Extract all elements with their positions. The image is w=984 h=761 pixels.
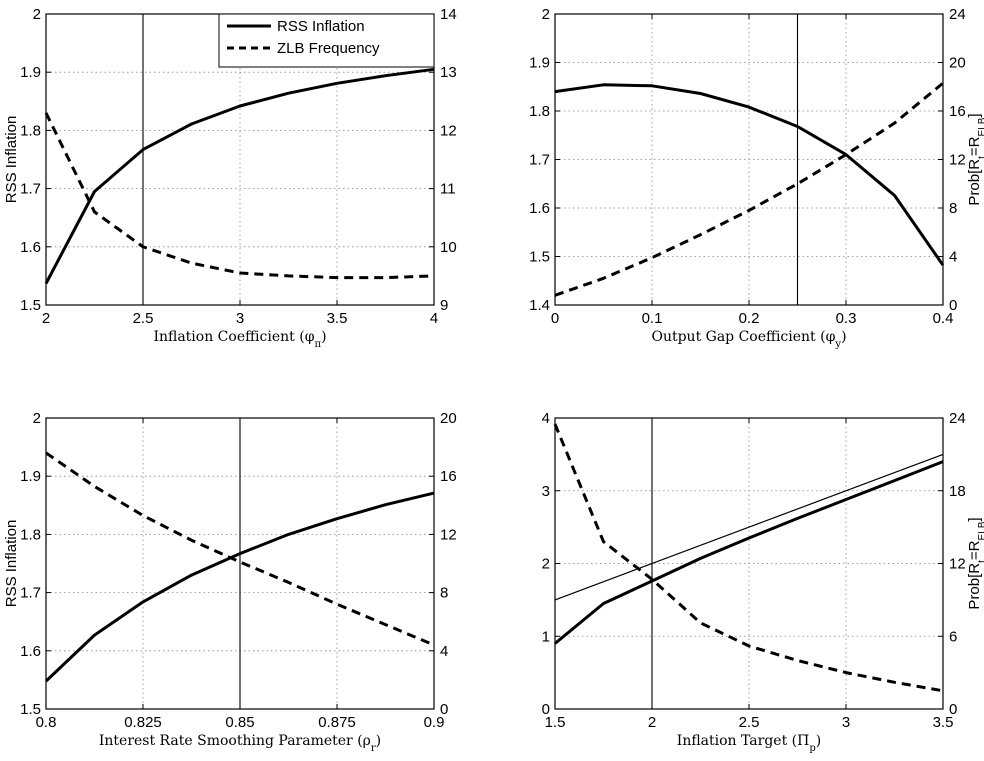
y-left-tick-label: 1.6 — [529, 200, 550, 217]
legend-box — [218, 13, 435, 68]
x-axis-label: Interest Rate Smoothing Parameter (ρr) — [99, 733, 381, 754]
legend-entry: ZLB Frequency — [277, 40, 380, 57]
x-tick-label: 3 — [842, 714, 850, 731]
x-tick-label: 0.1 — [642, 310, 663, 327]
y-left-tick-label: 1.9 — [20, 468, 41, 485]
y-left-tick-label: 1.5 — [529, 249, 550, 266]
y-left-tick-label: 1.8 — [20, 526, 41, 543]
x-tick-label: 3.5 — [933, 714, 954, 731]
x-tick-label: 0.3 — [836, 310, 857, 327]
y-left-tick-label: 0 — [542, 701, 550, 718]
x-tick-label: 1.5 — [545, 714, 566, 731]
series-45-degree-line — [554, 453, 944, 601]
x-axis-label: Inflation Target (Π̄p) — [677, 733, 821, 754]
panel-interest-rate-smoothing: 0.8 0.825 0.85 0.875 0.91.51.61.71.81.920481… — [3, 410, 457, 754]
x-tick-label: 2.5 — [133, 310, 154, 327]
y-left-tick-label: 2 — [542, 556, 550, 573]
series-rss-inflation-line — [44, 67, 435, 285]
y-right-tick-label: 0 — [949, 297, 957, 314]
x-tick-label: 0.8 — [36, 714, 57, 731]
x-tick-label: 3 — [236, 310, 244, 327]
y-right-tick-label: 10 — [440, 239, 457, 256]
y-right-tick-label: 0 — [440, 701, 448, 718]
x-tick-label: 0.875 — [318, 714, 356, 731]
x-axis-label: Inflation Coefficient (φπ) — [153, 329, 326, 350]
y-right-tick-label: 16 — [949, 103, 966, 120]
y-right-tick-label: 4 — [949, 249, 957, 266]
y-right-tick-label: 12 — [949, 556, 966, 573]
y-left-axis-label: RSS Inflation — [3, 520, 20, 608]
panel-inflation-coefficient: 2 2.5 3 3.5 4 1.5 1.6 1.7 1.8 1.9 2 9 10 11 12 13 14 Infl… — [3, 6, 457, 350]
y-right-tick-label: 11 — [440, 181, 456, 198]
x-tick-label: 0.2 — [739, 310, 760, 327]
y-left-tick-label: 1.9 — [20, 64, 41, 81]
y-right-axis-label: Prob[Rt=RELB] — [966, 113, 984, 205]
series-zlb-frequency-line — [553, 423, 944, 693]
y-right-tick-label: 24 — [949, 410, 966, 427]
y-left-tick-label: 1.7 — [20, 585, 41, 602]
y-right-tick-label: 9 — [440, 297, 448, 314]
y-right-tick-label: 16 — [440, 468, 457, 485]
y-left-axis-label: RSS Inflation — [3, 116, 20, 204]
panel-output-gap-coefficient: 0 0.1 0.2 0.3 0.41.41.51.61.71.81.9204812162… — [529, 6, 984, 350]
x-tick-label: 0 — [551, 310, 559, 327]
x-axis-label: Output Gap Coefficient (φy) — [651, 329, 846, 350]
series-rss-inflation-line — [554, 460, 944, 645]
x-tick-label: 2 — [648, 714, 656, 731]
y-left-tick-label: 3 — [542, 483, 550, 500]
x-tick-label: 0.85 — [225, 714, 254, 731]
y-right-tick-label: 18 — [949, 483, 966, 500]
y-left-tick-label: 1.6 — [20, 643, 41, 660]
y-right-tick-label: 20 — [440, 410, 457, 427]
y-left-tick-label: 1.6 — [20, 239, 41, 256]
y-left-tick-label: 1.8 — [529, 103, 550, 120]
y-left-tick-label: 1 — [542, 628, 550, 645]
x-tick-label: 4 — [430, 310, 438, 327]
y-left-tick-label: 1.7 — [20, 181, 41, 198]
x-tick-label: 0.825 — [124, 714, 162, 731]
y-right-tick-label: 12 — [440, 526, 457, 543]
y-right-tick-label: 8 — [440, 585, 448, 602]
y-left-tick-label: 1.7 — [529, 152, 550, 169]
series-zlb-frequency-line — [45, 451, 435, 647]
y-left-tick-label: 1.5 — [20, 701, 41, 718]
series-zlb-frequency-line — [554, 81, 944, 297]
y-right-tick-label: 4 — [440, 643, 448, 660]
x-tick-label: 2.5 — [739, 714, 760, 731]
y-right-tick-label: 12 — [949, 152, 966, 169]
y-left-tick-label: 1.5 — [20, 297, 41, 314]
y-left-tick-label: 1.8 — [20, 122, 41, 139]
y-right-tick-label: 20 — [949, 55, 966, 72]
series-zlb-frequency-line — [44, 112, 435, 280]
y-left-tick-label: 2 — [33, 6, 41, 23]
x-tick-label: 0.4 — [933, 310, 954, 327]
x-tick-label: 2 — [42, 310, 50, 327]
y-right-tick-label: 24 — [949, 6, 966, 23]
series-rss-inflation-line — [44, 491, 435, 683]
y-left-tick-label: 4 — [542, 410, 550, 427]
y-right-tick-label: 8 — [949, 200, 957, 217]
y-right-tick-label: 6 — [949, 628, 957, 645]
y-right-tick-label: 0 — [949, 701, 957, 718]
y-left-tick-label: 1.9 — [529, 55, 550, 72]
x-tick-label: 3.5 — [327, 310, 348, 327]
y-right-tick-label: 12 — [440, 122, 457, 139]
x-tick-label: 0.9 — [424, 714, 445, 731]
y-right-tick-label: 14 — [440, 6, 457, 23]
y-right-tick-label: 13 — [440, 64, 457, 81]
legend-entry: RSS Inflation — [277, 18, 365, 35]
y-left-tick-label: 2 — [33, 410, 41, 427]
y-right-axis-label: Prob[Rt=RELB] — [966, 517, 984, 609]
y-left-tick-label: 1.4 — [529, 297, 550, 314]
y-left-tick-label: 2 — [542, 6, 550, 23]
series-rss-inflation-line — [554, 83, 945, 267]
